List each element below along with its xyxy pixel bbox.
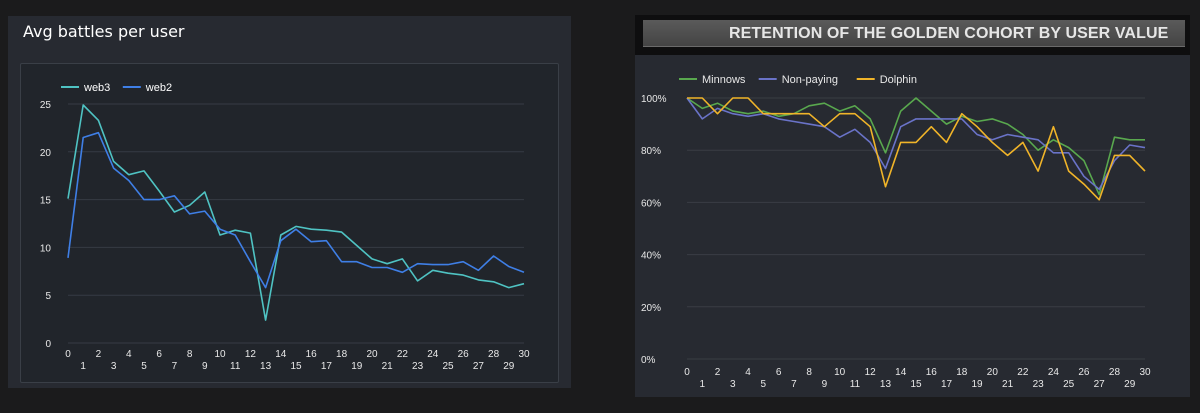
x-tick-label: 2 xyxy=(715,367,721,378)
x-tick-label: 14 xyxy=(895,367,907,378)
x-tick-label: 22 xyxy=(1017,367,1029,378)
x-tick-label: 11 xyxy=(850,379,861,390)
x-tick-label: 12 xyxy=(865,367,877,378)
left-chart-panel: Avg battles per user 0 5 10 15 20 25 0 1 2 3 4 5 6 7 8… xyxy=(8,16,571,388)
x-tick-label: 25 xyxy=(442,361,454,372)
legend-label: Dolphin xyxy=(880,74,917,86)
x-tick-label: 10 xyxy=(214,349,226,360)
x-tick-label: 4 xyxy=(745,367,751,378)
x-tick-label: 27 xyxy=(473,361,485,372)
x-tick-label: 12 xyxy=(245,349,257,360)
y-tick-label: 5 xyxy=(45,291,51,302)
x-tick-label: 15 xyxy=(910,379,922,390)
x-tick-label: 27 xyxy=(1094,379,1106,390)
y-tick-label: 20 xyxy=(40,148,52,159)
x-tick-label: 21 xyxy=(1002,379,1014,390)
legend-label: web3 xyxy=(83,82,110,94)
y-tick-label: 20% xyxy=(641,303,661,314)
line-chart-svg: 0510152025012345678910111213141516171819… xyxy=(40,82,530,372)
y-tick-label: 100% xyxy=(641,94,667,105)
x-tick-label: 1 xyxy=(699,379,705,390)
x-tick-label: 16 xyxy=(926,367,938,378)
x-tick-label: 3 xyxy=(111,361,117,372)
x-tick-label: 14 xyxy=(275,349,287,360)
y-tick-label: 10 xyxy=(40,243,52,254)
line-chart-svg: 0%20%40%60%80%100%0123456789101112131415… xyxy=(641,74,1151,390)
x-tick-label: 1 xyxy=(80,361,86,372)
x-tick-label: 19 xyxy=(351,361,363,372)
x-tick-label: 8 xyxy=(806,367,812,378)
x-tick-label: 16 xyxy=(306,349,318,360)
x-tick-label: 2 xyxy=(96,349,102,360)
x-tick-label: 8 xyxy=(187,349,193,360)
x-tick-label: 19 xyxy=(972,379,984,390)
series-line-dolphin xyxy=(687,97,1146,201)
y-tick-label: 0% xyxy=(641,355,656,366)
x-tick-label: 18 xyxy=(956,367,968,378)
y-tick-label: 0 xyxy=(45,339,51,350)
x-tick-label: 28 xyxy=(1109,367,1121,378)
x-tick-label: 15 xyxy=(290,361,302,372)
x-tick-label: 21 xyxy=(382,361,394,372)
x-tick-label: 9 xyxy=(202,361,208,372)
legend-label: Minnows xyxy=(702,74,746,86)
legend-label: web2 xyxy=(145,82,172,94)
x-tick-label: 26 xyxy=(458,349,470,360)
x-tick-label: 17 xyxy=(941,379,953,390)
chart-title: Avg battles per user xyxy=(23,22,185,41)
legend-label: Non-paying xyxy=(782,74,838,86)
x-tick-label: 3 xyxy=(730,379,736,390)
series-line-web2 xyxy=(67,131,525,289)
x-tick-label: 30 xyxy=(518,349,530,360)
chart-area: 0 5 10 15 20 25 0 1 2 3 4 5 6 7 8 9 10 11 12 13 14 15 16 17 18 19… xyxy=(20,63,559,383)
x-tick-label: 0 xyxy=(684,367,690,378)
x-tick-label: 29 xyxy=(503,361,515,372)
x-tick-label: 28 xyxy=(488,349,500,360)
chart-header-bar: RETENTION OF THE GOLDEN COHORT BY USER V… xyxy=(643,20,1185,47)
y-tick-label: 60% xyxy=(641,198,661,209)
chart-area: 0% 20% 40% 60% 80% 100% 0 1 2 3 4 5 6 7 8 9 10 11 12 13 14 15… xyxy=(635,55,1190,397)
x-tick-label: 5 xyxy=(141,361,147,372)
series-line-minnows xyxy=(686,97,1145,196)
x-tick-label: 7 xyxy=(791,379,797,390)
x-tick-label: 13 xyxy=(260,361,272,372)
x-tick-label: 7 xyxy=(172,361,178,372)
x-tick-label: 23 xyxy=(412,361,424,372)
x-tick-label: 5 xyxy=(761,379,767,390)
y-tick-label: 25 xyxy=(40,100,52,111)
x-tick-label: 6 xyxy=(156,349,162,360)
x-tick-label: 10 xyxy=(834,367,846,378)
x-tick-label: 18 xyxy=(336,349,348,360)
x-tick-label: 24 xyxy=(1048,367,1060,378)
x-tick-label: 20 xyxy=(987,367,999,378)
y-tick-label: 15 xyxy=(40,196,52,207)
series-line-web3 xyxy=(67,104,525,321)
x-tick-label: 0 xyxy=(65,349,71,360)
right-chart-panel: RETENTION OF THE GOLDEN COHORT BY USER V… xyxy=(635,15,1190,397)
x-tick-label: 25 xyxy=(1063,379,1075,390)
x-tick-label: 23 xyxy=(1033,379,1045,390)
x-tick-label: 17 xyxy=(321,361,333,372)
x-tick-label: 13 xyxy=(880,379,892,390)
x-tick-label: 24 xyxy=(427,349,439,360)
x-tick-label: 11 xyxy=(230,361,241,372)
x-tick-label: 4 xyxy=(126,349,132,360)
y-tick-label: 80% xyxy=(641,146,661,157)
y-tick-label: 40% xyxy=(641,251,661,262)
x-tick-label: 29 xyxy=(1124,379,1136,390)
x-tick-label: 30 xyxy=(1139,367,1151,378)
x-tick-label: 9 xyxy=(822,379,828,390)
chart-title: RETENTION OF THE GOLDEN COHORT BY USER V… xyxy=(729,25,1169,42)
x-tick-label: 20 xyxy=(366,349,378,360)
x-tick-label: 6 xyxy=(776,367,782,378)
x-tick-label: 26 xyxy=(1078,367,1090,378)
x-tick-label: 22 xyxy=(397,349,409,360)
